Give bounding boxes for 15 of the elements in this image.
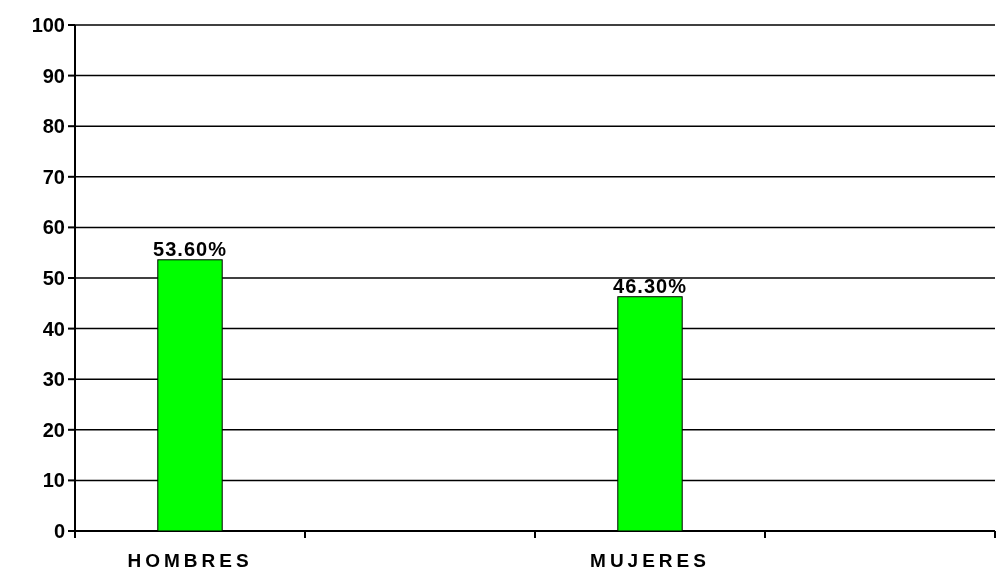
data-label: 53.60%	[153, 237, 227, 260]
data-label: 46.30%	[613, 274, 687, 297]
x-tick-label: HOMBRES	[127, 550, 253, 571]
y-tick-label: 30	[42, 368, 65, 391]
y-tick-label: 10	[42, 469, 65, 492]
y-tick-label: 40	[42, 317, 65, 340]
y-tick-label: 80	[42, 115, 65, 138]
y-tick-label: 90	[42, 64, 65, 87]
y-tick-label: 60	[42, 216, 65, 239]
y-tick-label: 70	[42, 165, 65, 188]
y-tick-label: 20	[42, 418, 65, 441]
y-tick-label: 100	[31, 14, 65, 36]
y-tick-label: 0	[53, 520, 65, 542]
x-tick-label: MUJERES	[590, 550, 710, 571]
y-tick-label: 50	[42, 267, 65, 289]
